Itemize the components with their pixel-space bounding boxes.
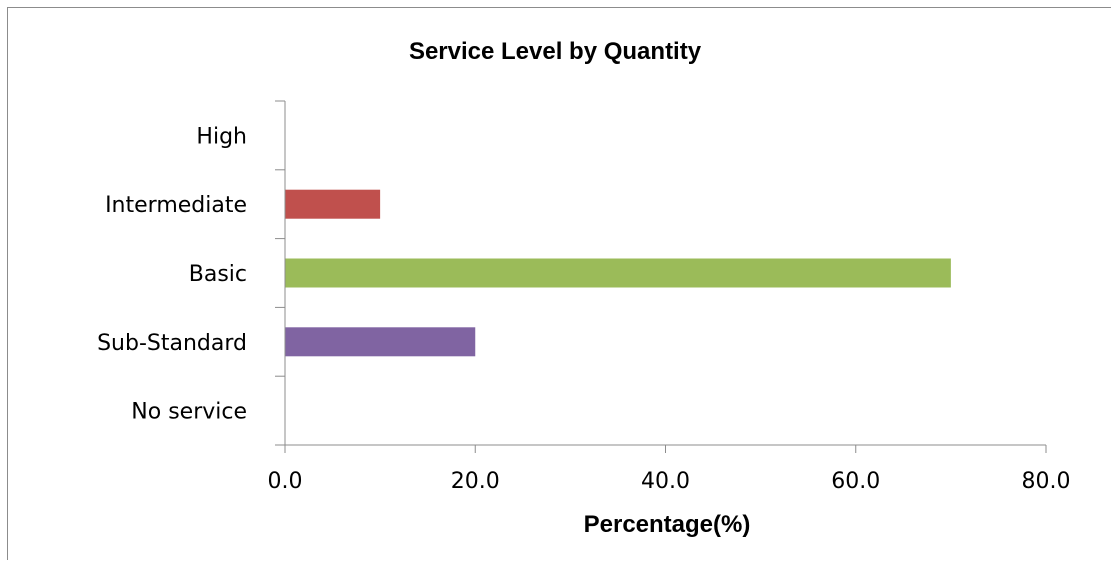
x-tick-label: 80.0 xyxy=(1022,469,1071,494)
category-label-no-service: No service xyxy=(131,400,247,425)
bars-layer xyxy=(285,189,951,357)
x-tick-label: 40.0 xyxy=(641,469,690,494)
x-tick-label: 0.0 xyxy=(268,469,303,494)
axes-layer xyxy=(275,100,1047,453)
bar-basic xyxy=(285,258,951,288)
category-label-high: High xyxy=(196,124,247,149)
bar-intermediate xyxy=(285,189,381,219)
x-tick-label: 60.0 xyxy=(831,469,880,494)
x-tick-label: 20.0 xyxy=(451,469,500,494)
category-label-basic: Basic xyxy=(189,262,247,287)
chart-title: Service Level by Quantity xyxy=(409,38,702,65)
tick-labels: 0.0 20.0 40.0 60.0 80.0 xyxy=(268,469,1071,494)
category-label-intermediate: Intermediate xyxy=(105,193,247,218)
category-labels: High Intermediate Basic Sub-Standard No serv… xyxy=(97,124,247,424)
category-label-sub-standard: Sub-Standard xyxy=(97,331,247,356)
x-axis-title: Percentage(%) xyxy=(584,511,751,538)
bar-sub-standard xyxy=(285,327,476,357)
